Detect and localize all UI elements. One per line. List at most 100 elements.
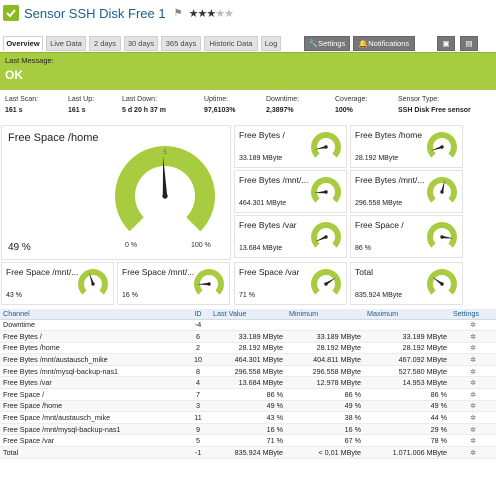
info-value: 100% — [335, 107, 353, 114]
star-icon[interactable]: ★ — [215, 7, 225, 20]
table-row[interactable]: Free Space /mnt/austausch_mike 11 43 % 38 %… — [0, 411, 496, 424]
gauge-value: 43 % — [6, 292, 22, 299]
table-row[interactable]: Free Bytes /var 4 13.684 MByte 12.978 MByte… — [0, 376, 496, 390]
mini-gauge — [194, 269, 224, 295]
col-minimum[interactable]: Minimum — [286, 309, 364, 320]
tab-live-data[interactable]: Live Data — [46, 36, 86, 51]
settings-gear-icon[interactable]: ✲ — [470, 391, 476, 399]
cell-minimum: 38 % — [286, 411, 364, 424]
settings-gear-icon[interactable]: ✲ — [470, 438, 476, 446]
table-row[interactable]: Downtime -4 ✲ — [0, 319, 496, 332]
page-title: Sensor SSH Disk Free 1 — [24, 5, 166, 21]
gauge-panel[interactable]: Free Space /mnt/... 43 % — [1, 262, 114, 305]
table-row[interactable]: Free Space /var 5 71 % 67 % 78 % ✲ — [0, 434, 496, 448]
star-icon[interactable]: ★ — [224, 7, 234, 20]
info-key: Last Up: — [68, 96, 95, 103]
table-row[interactable]: Free Bytes /mnt/austausch_mike 10 464.301 … — [0, 353, 496, 366]
flag-icon[interactable]: ⚑ — [173, 7, 183, 19]
col-id[interactable]: ID — [186, 309, 210, 320]
gauge-arc — [311, 177, 341, 203]
settings-gear-icon[interactable]: ✲ — [470, 322, 476, 330]
cell-id: 4 — [186, 376, 210, 390]
wrench-icon: 🔧 — [308, 39, 319, 48]
gauge-value: 835.924 MByte — [355, 292, 403, 299]
gauge-panel[interactable]: Free Space /var 71 % — [234, 262, 347, 305]
cell-settings: ✲ — [450, 330, 496, 343]
settings-gear-icon[interactable]: ✲ — [470, 415, 476, 423]
col-last-value[interactable]: Last Value — [210, 309, 286, 320]
tab-settings[interactable]: 🔧Settings — [304, 36, 350, 51]
cell-id: 9 — [186, 423, 210, 436]
cell-maximum: 467.092 MByte — [364, 353, 450, 366]
cell-id: -1 — [186, 446, 210, 459]
cell-channel: Total — [0, 446, 186, 459]
gauge-hub — [324, 235, 328, 239]
table-row[interactable]: Free Space /mnt/mysql-backup-nas1 9 16 % 16… — [0, 423, 496, 436]
cell-minimum: 12.978 MByte — [286, 376, 364, 390]
history-button[interactable]: ▤ — [460, 36, 478, 51]
info-key: Uptime: — [204, 96, 229, 103]
gauge-title: Free Space / — [355, 220, 404, 230]
gauge-panel[interactable]: Free Bytes /mnt/... 296.558 MByte — [350, 170, 463, 213]
table-row[interactable]: Free Bytes /home 2 28.192 MByte 28.192 MByt… — [0, 342, 496, 355]
gauge-panel[interactable]: Free Bytes / 33.189 MByte — [234, 125, 347, 168]
priority-stars[interactable]: ★★★★★ — [188, 7, 234, 20]
cell-settings: ✲ — [450, 411, 496, 424]
tab-log[interactable]: Log — [261, 36, 281, 51]
tab-historic-data[interactable]: Historic Data — [204, 36, 258, 51]
settings-gear-icon[interactable]: ✲ — [470, 449, 476, 457]
comment-icon: ▣ — [442, 39, 450, 48]
sensor-header: Sensor SSH Disk Free 1 ⚑ ★★★★★ — [0, 0, 496, 26]
settings-gear-icon[interactable]: ✲ — [470, 368, 476, 376]
settings-gear-icon[interactable]: ✲ — [470, 380, 476, 388]
table-row[interactable]: Total -1 835.924 MByte < 0,01 MByte 1.071.00… — [0, 446, 496, 459]
star-icon[interactable]: ★ — [197, 7, 207, 20]
gauge-panel[interactable]: Free Space / 86 % — [350, 215, 463, 258]
comment-button[interactable]: ▣ — [437, 36, 455, 51]
col-channel[interactable]: Channel — [0, 309, 186, 320]
gauge-value: 33.189 MByte — [239, 155, 283, 162]
primary-gauge-panel[interactable]: Free Space /home 5 0 % 100 % 49 % — [1, 125, 231, 260]
gauge-value: 86 % — [355, 245, 371, 252]
table-row[interactable]: Free Space /home 3 49 % 49 % 49 % ✲ — [0, 400, 496, 413]
tab-notifications[interactable]: 🔔Notifications — [353, 36, 415, 51]
cell-id: 5 — [186, 434, 210, 448]
cell-minimum: 86 % — [286, 388, 364, 401]
gauge-panel[interactable]: Free Bytes /mnt/... 464.301 MByte — [234, 170, 347, 213]
table-row[interactable]: Free Bytes /6 33.189 MByte 33.189 MByte 33.… — [0, 330, 496, 343]
gauge-panel[interactable]: Total 835.924 MByte — [350, 262, 463, 305]
gauge-title: Free Bytes / — [239, 130, 285, 140]
table-row[interactable]: Free Space /7 86 % 86 % 86 % ✲ — [0, 388, 496, 401]
settings-gear-icon[interactable]: ✲ — [470, 345, 476, 353]
gauge-hub — [324, 282, 328, 286]
col-maximum[interactable]: Maximum — [364, 309, 450, 320]
gauge-needle — [89, 272, 95, 285]
gauge-panel[interactable]: Free Space /mnt/... 16 % — [117, 262, 230, 305]
tab-overview[interactable]: Overview — [3, 36, 43, 51]
tab-2-days[interactable]: 2 days — [89, 36, 121, 51]
info-key: Downtime: — [266, 96, 300, 103]
tab-30-days[interactable]: 30 days — [124, 36, 158, 51]
gauge-arc — [427, 269, 457, 295]
info-key: Last Scan: — [5, 96, 39, 103]
gauge-panel[interactable]: Free Bytes /var 13.684 MByte — [234, 215, 347, 258]
cell-last-value: 43 % — [210, 411, 286, 424]
gauge-needle — [432, 276, 443, 285]
tab-365-days[interactable]: 365 days — [161, 36, 201, 51]
cell-settings: ✲ — [450, 342, 496, 355]
cell-channel: Free Bytes /mnt/austausch_mike — [0, 353, 186, 366]
mini-gauge — [311, 132, 341, 158]
table-row[interactable]: Free Bytes /mnt/mysql-backup-nas1 8 296.55… — [0, 365, 496, 378]
settings-gear-icon[interactable]: ✲ — [470, 426, 476, 434]
primary-gauge: 5 — [115, 146, 215, 232]
cell-id: 10 — [186, 353, 210, 366]
gauge-panel[interactable]: Free Bytes /home 28.192 MByte — [350, 125, 463, 168]
settings-gear-icon[interactable]: ✲ — [470, 333, 476, 341]
star-icon[interactable]: ★ — [188, 7, 199, 20]
gauge-hub — [207, 282, 211, 286]
settings-gear-icon[interactable]: ✲ — [470, 357, 476, 365]
settings-gear-icon[interactable]: ✲ — [470, 403, 476, 411]
mini-gauge — [311, 177, 341, 203]
cell-settings: ✲ — [450, 319, 496, 332]
star-icon[interactable]: ★ — [206, 7, 216, 20]
